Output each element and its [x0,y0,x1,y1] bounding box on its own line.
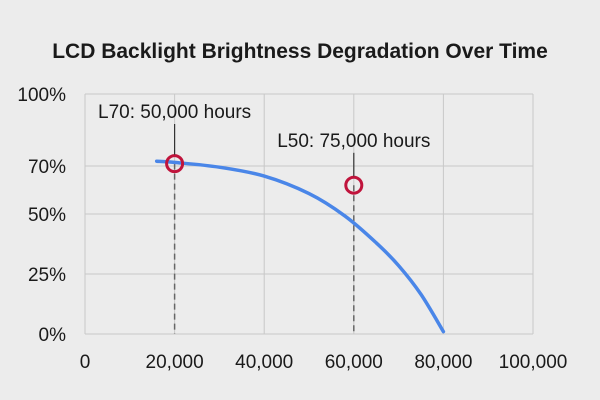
x-tick-label: 80,000 [414,352,472,373]
x-tick-label: 0 [80,352,91,373]
series-line [157,161,444,331]
x-tick-label: 20,000 [146,352,204,373]
y-tick-label: 100% [17,85,66,106]
x-tick-label: 60,000 [325,352,383,373]
y-axis-ticks: 0% 25% 50% 70% 100% [17,85,66,346]
annotation-label-0: L70: 50,000 hours [98,102,251,123]
y-tick-label: 70% [28,157,66,178]
y-tick-label: 25% [28,265,66,286]
x-axis-ticks: 0 20,000 40,000 60,000 80,000 100,000 [80,352,568,373]
x-tick-label: 100,000 [499,352,568,373]
y-tick-label: 0% [39,325,67,346]
chart-title: LCD Backlight Brightness Degradation Ove… [52,40,548,63]
annotation-label-1: L50: 75,000 hours [277,131,430,152]
x-tick-label: 40,000 [235,352,293,373]
y-tick-label: 50% [28,205,66,226]
